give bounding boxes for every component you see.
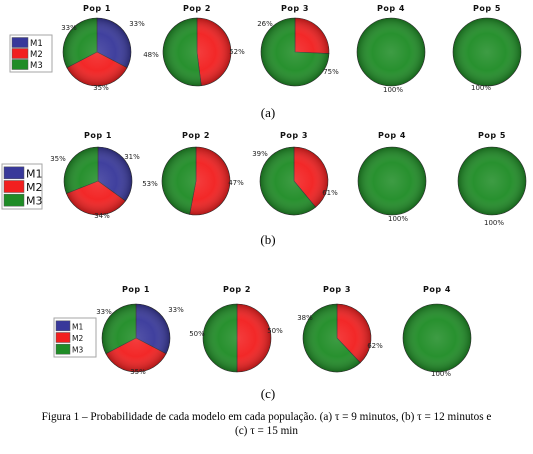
data-label-m2: 34% bbox=[94, 212, 110, 220]
data-label-m2: 48% bbox=[143, 51, 159, 59]
pie-pop-1: Pop 1 33% 35% 33% bbox=[96, 285, 184, 376]
pie-title: Pop 3 bbox=[280, 131, 308, 140]
data-label-m3: 62% bbox=[367, 342, 383, 350]
data-label-m3: 33% bbox=[168, 306, 184, 314]
data-label-m2: 38% bbox=[297, 314, 313, 322]
data-label-m3: 100% bbox=[471, 84, 491, 92]
data-label-m2: 35% bbox=[130, 368, 146, 376]
pie-title: Pop 3 bbox=[323, 285, 351, 294]
legend-swatch-m1 bbox=[3, 166, 25, 180]
legend-label-m2: M2 bbox=[72, 334, 83, 343]
data-label-m3: 31% bbox=[124, 153, 140, 161]
data-label-m3: 100% bbox=[431, 370, 451, 378]
legend-swatch-m2 bbox=[11, 48, 29, 59]
pie-title: Pop 2 bbox=[223, 285, 251, 294]
pie-slice-m2 bbox=[294, 17, 330, 54]
pie-pop-3: Pop 3 26% 75% bbox=[257, 4, 339, 87]
data-label-m2: 50% bbox=[189, 330, 205, 338]
pie-title: Pop 3 bbox=[281, 4, 309, 13]
data-label-m2: 39% bbox=[252, 150, 268, 158]
data-label-m1: 33% bbox=[61, 24, 77, 32]
legend-label-m1: M1 bbox=[26, 167, 43, 180]
legend-label-m1: M1 bbox=[30, 39, 43, 49]
pie-pop-1: Pop 1 33% 35% 33% bbox=[61, 4, 145, 92]
legend: M1 M2 M3 bbox=[53, 317, 97, 358]
legend-label-m3: M3 bbox=[26, 195, 43, 208]
panel-label: (b) bbox=[260, 232, 275, 247]
caption-line-2: (c) τ = 15 min bbox=[234, 425, 298, 437]
legend-swatch-m2 bbox=[3, 180, 25, 193]
pie-title: Pop 2 bbox=[183, 4, 211, 13]
pie-pop-2: Pop 2 53% 47% bbox=[142, 131, 244, 216]
pie-pop-3: Pop 3 39% 61% bbox=[252, 131, 338, 216]
data-label-m3: 50% bbox=[267, 327, 283, 335]
legend-label-m1: M1 bbox=[72, 322, 83, 331]
pie-slice-m3 bbox=[357, 146, 427, 216]
pie-title: Pop 1 bbox=[83, 4, 111, 13]
pie-title: Pop 4 bbox=[423, 285, 451, 294]
pie-pop-5: Pop 5 100% bbox=[457, 131, 527, 227]
pie-pop-3: Pop 3 38% 62% bbox=[297, 285, 383, 373]
pie-pop-2: Pop 2 48% 52% bbox=[143, 4, 245, 87]
pie-slice-m2 bbox=[196, 17, 232, 87]
pie-pop-1: Pop 1 35% 34% 31% bbox=[50, 131, 140, 220]
legend-label-m3: M3 bbox=[30, 61, 43, 71]
legend-swatch-m3 bbox=[55, 343, 71, 355]
pie-slice-m3 bbox=[202, 303, 238, 373]
pie-title: Pop 1 bbox=[122, 285, 150, 294]
legend-swatch-m2 bbox=[55, 332, 71, 343]
data-label-m2: 26% bbox=[257, 20, 273, 28]
pie-title: Pop 4 bbox=[378, 131, 406, 140]
pie-title: Pop 2 bbox=[182, 131, 210, 140]
data-label-m3: 75% bbox=[323, 68, 339, 76]
pie-title: Pop 5 bbox=[478, 131, 506, 140]
pie-slice-m2 bbox=[236, 303, 272, 373]
pie-pop-4: Pop 4 100% bbox=[357, 131, 427, 223]
panel-label: (a) bbox=[261, 105, 275, 120]
caption-line-1: Figura 1 – Probabilidade de cada modelo … bbox=[41, 411, 492, 423]
pie-slice-m3 bbox=[161, 146, 197, 215]
data-label-m3: 33% bbox=[129, 20, 145, 28]
legend-label-m2: M2 bbox=[30, 50, 43, 60]
pie-pop-2: Pop 2 50% 50% bbox=[189, 285, 283, 373]
legend-swatch-m1 bbox=[55, 320, 71, 332]
panel-label: (c) bbox=[261, 386, 275, 401]
pie-title: Pop 4 bbox=[377, 4, 405, 13]
pie-slice-m3 bbox=[402, 303, 472, 373]
pie-pop-4: Pop 4 100% bbox=[402, 285, 472, 378]
pie-pop-4: Pop 4 100% bbox=[356, 4, 426, 94]
pie-pop-5: Pop 5 100% bbox=[452, 4, 522, 92]
legend-label-m2: M2 bbox=[26, 181, 43, 194]
data-label-m1: 33% bbox=[96, 308, 112, 316]
legend-swatch-m3 bbox=[3, 193, 25, 207]
data-label-m1: 35% bbox=[50, 155, 66, 163]
figure-caption: Figura 1 – Probabilidade de cada modelo … bbox=[0, 410, 533, 438]
data-label-m3: 52% bbox=[229, 48, 245, 56]
pie-slice-m3 bbox=[457, 146, 527, 216]
pie-slice-m3 bbox=[356, 17, 426, 87]
data-label-m2: 35% bbox=[93, 84, 109, 92]
legend-swatch-m1 bbox=[11, 37, 29, 48]
pie-slice-m3 bbox=[162, 17, 202, 87]
data-label-m3: 100% bbox=[484, 219, 504, 227]
pie-title: Pop 1 bbox=[84, 131, 112, 140]
legend-label-m3: M3 bbox=[72, 346, 83, 355]
data-label-m3: 100% bbox=[388, 215, 408, 223]
pie-title: Pop 5 bbox=[473, 4, 501, 13]
pie-slice-m3 bbox=[452, 17, 522, 87]
data-label-m2: 53% bbox=[142, 180, 158, 188]
data-label-m3: 61% bbox=[322, 189, 338, 197]
data-label-m3: 47% bbox=[228, 179, 244, 187]
legend-swatch-m3 bbox=[11, 59, 29, 70]
data-label-m3: 100% bbox=[383, 86, 403, 94]
chart-panel-3: M1 M2 M3 Pop 1 33% 35% 33% Pop 2 50% 50% Pop 3 38% 6… bbox=[53, 285, 472, 401]
